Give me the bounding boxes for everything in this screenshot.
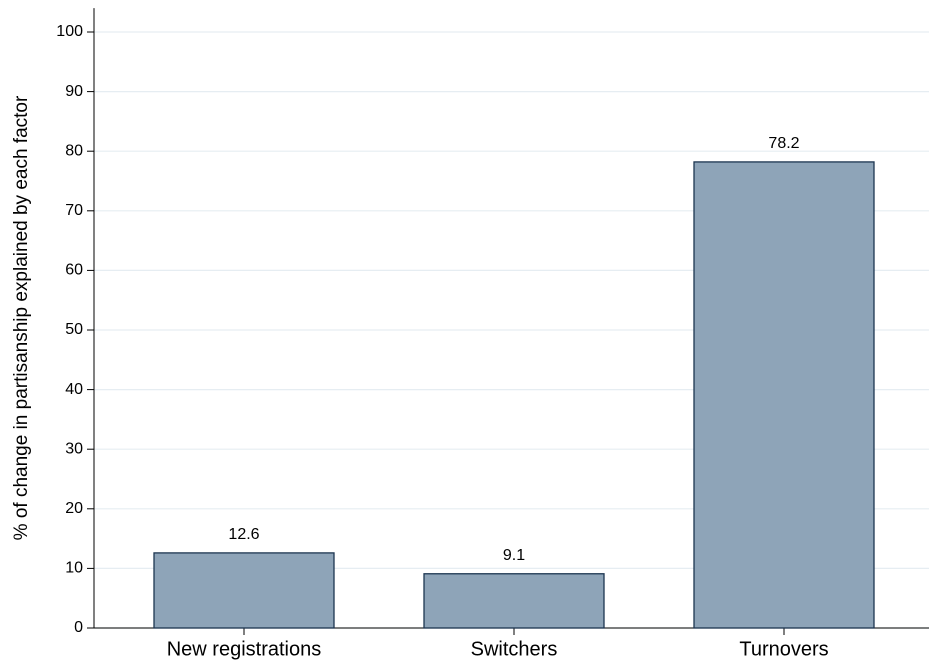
bar	[423, 573, 605, 629]
bar	[153, 552, 335, 629]
y-axis-label: % of change in partisanship explained by…	[11, 95, 32, 540]
value-label: 78.2	[768, 135, 799, 152]
value-label: 9.1	[503, 547, 525, 564]
value-label: 12.6	[228, 526, 259, 543]
x-tick-label: Switchers	[471, 638, 558, 660]
y-tick-label: 70	[65, 202, 83, 219]
x-tick-label: New registrations	[167, 638, 322, 660]
y-tick-label: 20	[65, 500, 83, 517]
bar	[693, 161, 875, 629]
y-tick-label: 80	[65, 142, 83, 159]
y-tick-label: 30	[65, 440, 83, 457]
y-tick-label: 100	[56, 23, 83, 40]
y-tick-label: 40	[65, 381, 83, 398]
y-tick-label: 0	[74, 619, 83, 636]
y-tick-label: 10	[65, 560, 83, 577]
x-tick-label: Turnovers	[739, 638, 828, 660]
y-tick-label: 50	[65, 321, 83, 338]
y-tick-label: 90	[65, 83, 83, 100]
y-tick-label: 60	[65, 262, 83, 279]
